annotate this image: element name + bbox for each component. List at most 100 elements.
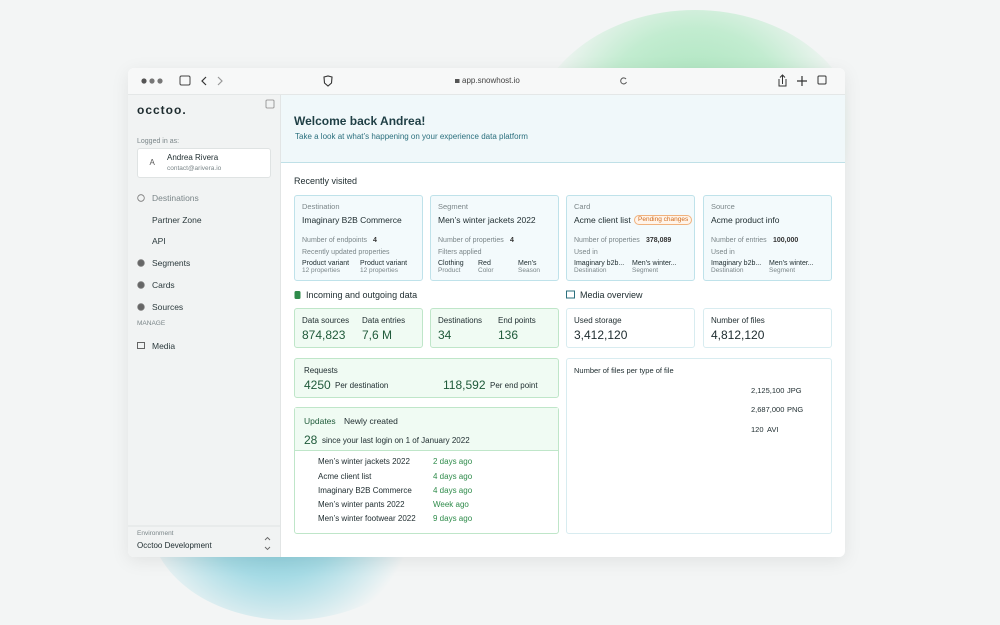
stat-label: Used storage [574,316,622,325]
stat-value: 874,823 [302,328,346,342]
nav-icon [137,259,145,267]
item-name: Product variant [360,259,408,267]
update-time: 4 days ago [433,472,473,481]
legend-value: 2,125,100 [751,386,785,396]
item-sub: Color [478,266,494,274]
card-name: Imaginary B2B Commerce [302,214,402,225]
item-name: Imaginary b2b... [574,259,625,267]
item-name: Product variant [302,259,350,267]
tabs-icon [817,75,827,85]
item-sub: Destination [711,266,744,274]
stat-value: 7,6 M [362,328,393,342]
stat-value: 100,000 [773,236,799,244]
card-sub: Used in [711,248,735,256]
url-text: app.snowhost.io [462,76,520,85]
user-box [137,148,271,178]
welcome-subtitle: Take a look at what’s happening on your … [295,132,528,141]
update-time: 9 days ago [433,514,473,523]
item-sub: Destination [574,266,607,274]
update-time: 4 days ago [433,486,473,495]
section-label: MANAGE [137,319,166,327]
update-since: since your last login on 1 of January 20… [322,436,470,445]
stat-value: 118,592 [443,378,486,392]
stat-label: Data sources [302,316,350,325]
legend-value: 120 [751,425,764,435]
item-name: Clothing [438,259,464,267]
item-name: Red [478,259,491,267]
back-icon [201,76,207,86]
legend-name: AVI [767,425,779,435]
db-icon [294,291,301,299]
update-time: Week ago [433,500,469,509]
user-email: contact@arivera.io [167,164,222,172]
stat-label: Number of properties [574,236,640,244]
update-name[interactable]: Imaginary B2B Commerce [318,486,412,495]
nav-item[interactable]: Partner Zone [152,214,202,225]
tab[interactable]: Updates [304,415,336,426]
stat-value: 3,412,120 [574,328,628,342]
item-sub: 12 properties [360,266,398,274]
window-dot [141,78,147,84]
nav-icon [137,194,145,202]
item-sub: 12 properties [302,266,340,274]
env-value[interactable]: Occtoo Development [137,541,212,550]
media-box [703,308,832,348]
recent-card [703,195,832,281]
user-name: Andrea Rivera [167,153,219,162]
media-box [566,308,695,348]
window-dot [157,78,163,84]
section-title: Recently visited [294,175,358,186]
tab[interactable]: Newly created [344,415,398,426]
card-name: Acme product info [711,214,780,225]
avatar-initial: A [149,158,155,167]
card-kind: Card [574,202,591,212]
stat-label: Number of endpoints [302,236,367,244]
toolbar [128,68,845,95]
item-name: Imaginary b2b... [711,259,762,267]
nav-item[interactable]: Segments [152,257,191,268]
item-name: Men’s winter... [769,259,814,267]
share-icon [778,74,787,87]
nav-item[interactable]: Media [152,340,176,351]
recent-card [566,195,695,281]
card-name: Acme client list [574,214,631,225]
stat-label: Per end point [490,381,538,390]
stat-label: Number of entries [711,236,767,244]
update-name[interactable]: Acme client list [318,472,372,481]
reload-icon [620,77,627,85]
card-name: Men’s winter jackets 2022 [438,214,536,225]
nav-item[interactable]: Cards [152,279,175,290]
card-sub: Recently updated properties [302,248,390,256]
stat-value: 136 [498,328,519,342]
updates-head [295,408,558,451]
nav-item[interactable]: Sources [152,301,184,312]
nav-icon [137,342,145,349]
new-tab-icon [797,76,807,86]
window-dot [149,78,155,84]
chart-title: Number of files per type of file [574,366,674,376]
update-name[interactable]: Men’s winter pants 2022 [318,500,405,509]
legend-name: PNG [787,405,804,415]
item-sub: Segment [769,266,796,274]
recent-card [430,195,559,281]
update-name[interactable]: Men’s winter footwear 2022 [318,514,416,523]
item-sub: Segment [632,266,659,274]
media-icon [566,290,575,299]
card-kind: Source [711,202,735,212]
stat-value: 4250 [304,378,331,392]
stat-label: Number of properties [438,236,504,244]
card-kind: Destination [302,202,340,212]
pie-box [566,358,832,534]
update-name[interactable]: Men’s winter jackets 2022 [318,457,410,466]
nav-item[interactable]: Destinations [152,192,199,203]
logo: occtoo. [137,103,187,117]
stat-label: Destinations [438,316,483,325]
item-name: Men’s [518,259,537,267]
stat-label: Requests [304,366,338,375]
update-count: 28 [304,433,318,447]
stat-label: Number of files [711,316,765,325]
section-title: Media overview [580,289,643,300]
stat-value: 4 [510,236,514,244]
nav-item[interactable]: API [152,235,166,246]
